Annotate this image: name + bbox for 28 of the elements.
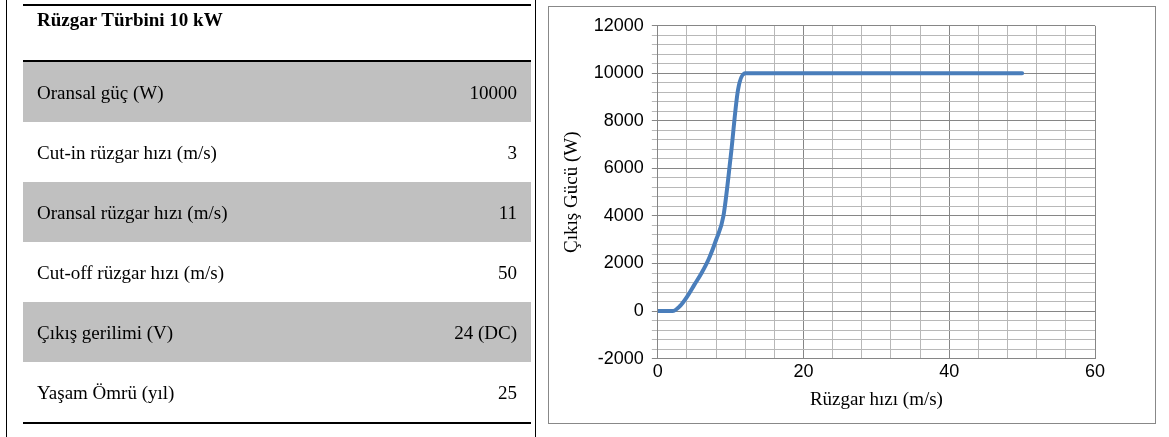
y-tick-label: 6000 [603,157,644,178]
x-tick-label: 40 [939,361,960,382]
text: 24 (DC) [454,321,517,343]
text: 25 [498,381,517,403]
y-tick-label: 4000 [603,204,644,225]
text: 10000 [469,81,517,103]
text: Rüzgar Türbini 10 kW [23,5,277,61]
text: 11 [498,201,517,223]
text: 50 [498,261,517,283]
category-label: Cut-off rüzgar hızı (m/s) [36,260,225,285]
x-tick-label: 60 [1084,361,1106,382]
x-tick-label: 20 [793,361,814,382]
y-tick-label: 2000 [603,252,644,273]
category-label: Cut-in rüzgar hızı (m/s) [36,140,218,165]
y-tick-label: 8000 [603,109,644,130]
category-label: Çıkış gerilimi (V) [23,302,277,362]
y-tick-label: 12000 [593,14,644,35]
y-tick-label: -2000 [597,347,644,368]
y-tick-label: 0 [633,300,644,321]
y-axis-title: Çıkış Gücü (W) [560,131,583,253]
y-tick-label: 10000 [593,62,644,83]
x-axis-title: Rüzgar hızı (m/s) [809,387,943,410]
line-series [657,71,1025,314]
x-tick-label: 0 [652,361,663,382]
category-label: Yaşam Ömrü (yıl) [36,380,176,405]
category-label: Oransal rüzgar hızı (m/s) [23,182,277,242]
text: 3 [507,141,517,163]
category-label: Oransal güç (W) [23,61,277,122]
